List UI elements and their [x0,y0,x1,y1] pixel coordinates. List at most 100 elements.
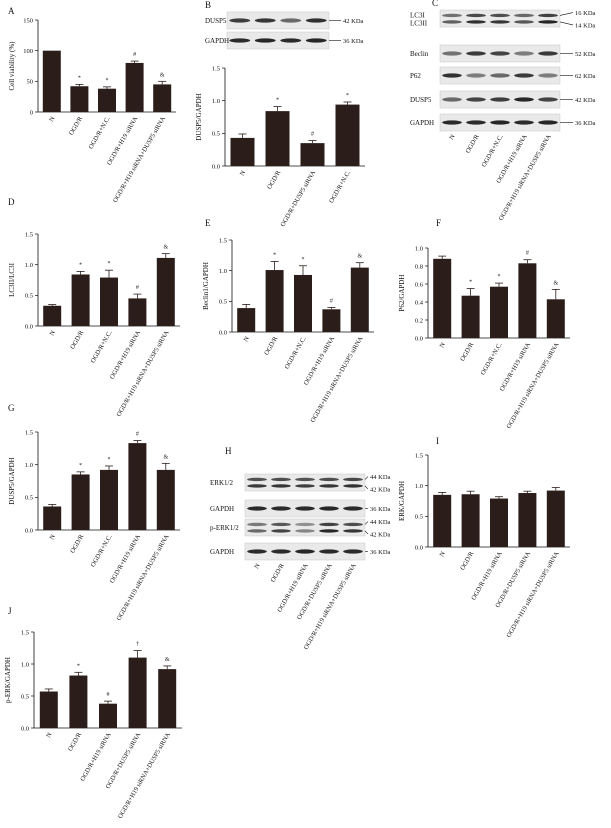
significance-marker: * [79,463,82,469]
x-tick-label: OGD/R+N.C. [90,533,114,568]
bar [518,493,537,547]
significance-marker: * [273,252,276,258]
blot-band [295,477,315,482]
blot-band [280,18,302,23]
blot-row-label: GAPDH [210,548,234,556]
mw-label: 44 KDa [370,519,391,526]
mw-label: 36 KDa [575,120,596,127]
blot-band [490,20,510,24]
x-tick-label: N [439,550,448,558]
significance-marker: & [553,280,558,286]
significance-marker: & [165,657,170,663]
significance-marker: & [163,454,168,460]
x-tick-label: OGD/R+H19 siRNA+DUSP5 siRNA [505,341,560,430]
bar [156,257,175,326]
bar [128,443,147,530]
blot-band [247,529,267,533]
blot-band [295,484,315,488]
bar [300,143,325,166]
mw-label: 36 KDa [343,38,364,45]
y-tick-label: 0.0 [25,323,33,330]
y-tick-label: 0.5 [25,293,33,300]
y-tick-label: 1.0 [25,262,33,269]
y-tick-label: 1.5 [25,429,33,436]
blot-band [538,120,558,125]
blot-band [254,38,276,43]
blot-band [490,120,510,125]
blot-h: H ERK1/2 44 KDa 42 KDa GAPDH 36 KDa p-ERK1/2 44… [210,446,391,651]
blot-band [319,549,339,554]
bar [265,111,290,166]
bar [230,137,255,166]
blot-band [538,13,558,18]
blot-band [466,13,486,18]
blot-band [466,120,486,125]
blot-band [343,529,363,533]
mw-label: 14 KDa [575,22,596,29]
y-tick-label: 0.0 [415,335,423,342]
blot-row-label: DUSP5 [410,96,432,104]
blot-band [295,549,315,554]
significance-marker: * [346,93,349,99]
blot-band [247,477,267,482]
y-tick-label: 100 [23,48,33,55]
x-tick-label: OGD/R+H19 siRNA+DUSP5 siRNA [112,115,167,204]
bar [125,62,144,112]
mw-marker-line [364,530,369,535]
blot-band [466,20,486,24]
blot-band [254,18,276,23]
bar [100,469,118,530]
y-tick-label: 0.5 [21,693,29,700]
blot-band [229,18,251,23]
x-tick-label: OGD/R+H19 siRNA+DUSP5 siRNA [117,731,172,820]
lane-label: OGD/R [465,133,482,155]
blot-b: DUSP5 42 KDa GAPDH 36 KDa [205,11,364,50]
bar [42,50,61,112]
significance-marker: * [79,262,82,268]
mw-label: 52 KDa [575,51,596,58]
blot-strip [439,9,561,28]
blot-band [271,506,291,511]
x-tick-label: OGD/R+N.C. [88,115,112,150]
y-axis-label: LC3II/LC3I [8,262,16,296]
x-tick-label: OGD/R+H19 siRNA [499,341,533,392]
lane-label: OGD/R [270,562,287,584]
significance-marker: # [311,132,314,138]
significance-marker: * [78,75,81,81]
y-axis-label: p-ERK/GAPDH [4,657,12,703]
blot-band [305,18,327,23]
blot-band [247,506,267,511]
significance-marker: * [108,457,111,463]
bar [433,258,452,338]
blot-band [319,477,339,482]
x-tick-label: N [45,731,54,739]
x-tick-label: OGD/R+H19 siRNA [303,335,337,386]
blot-row-label: DUSP5 [205,17,227,25]
x-tick-label: OGD/R+N.C. [284,335,308,370]
chart-g: G 0.0 0.5 1.0 1.5 DUSP5/GAPDH N * OGD/R * OGD/R+N.… [8,403,180,622]
chart-f: F 0.0 0.2 0.4 0.6 0.8 1.0 P62/GAPDH N * OGD/R * OGD/… [398,218,570,430]
y-tick-label: 1.0 [415,245,423,252]
bar [153,84,172,112]
y-tick-label: 0 [30,109,33,116]
blot-row-label: Beclin [410,50,429,58]
bar [335,104,360,166]
y-tick-label: 0.5 [25,495,33,502]
significance-marker: * [302,257,305,263]
y-tick-label: 1.0 [219,268,227,275]
y-axis-label: Beclin1/GAPDH [202,262,210,310]
blot-band [271,484,291,488]
blot-band [295,506,315,511]
x-tick-label: OGD/R+N.C. [90,329,114,364]
blot-strip [244,473,366,492]
y-tick-label: 50 [27,79,34,86]
significance-marker: & [357,254,362,260]
x-tick-label: OGD/R [266,169,283,191]
bar [128,298,147,326]
x-tick-label: N [439,341,448,349]
y-tick-label: 0.0 [21,725,29,732]
x-tick-label: N [48,115,57,123]
panel-label: I [436,436,439,446]
blot-band [343,484,363,488]
